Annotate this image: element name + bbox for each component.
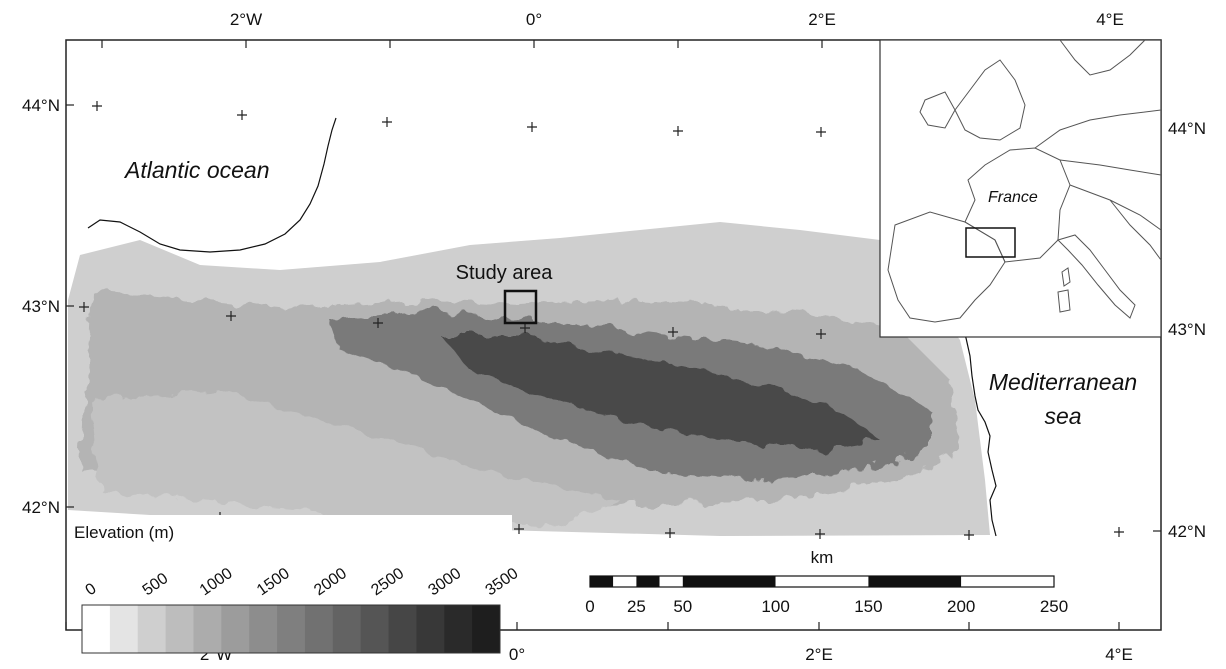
study-area-box — [503, 289, 538, 325]
legend-swatch — [416, 605, 445, 653]
mediterranean-sea-label: Mediterranean — [989, 369, 1137, 395]
right-lat-label: 44°N — [1168, 119, 1206, 138]
graticule-cross — [1114, 527, 1124, 537]
scale-bar-border — [589, 575, 1055, 588]
graticule-cross — [514, 524, 524, 534]
ebro-basin — [90, 390, 620, 525]
scale-label: 100 — [761, 597, 789, 616]
graticule-cross — [815, 529, 825, 539]
scale-unit-label: km — [811, 548, 834, 567]
graticule-cross — [665, 528, 675, 538]
graticule-cross — [92, 101, 102, 111]
scale-segment — [659, 576, 683, 587]
graticule-cross — [673, 126, 683, 136]
scale-label: 200 — [947, 597, 975, 616]
graticule-cross — [226, 311, 236, 321]
top-lon-label: 0° — [526, 10, 542, 29]
bottom-lon-label: 2°E — [805, 645, 833, 664]
graticule-cross — [373, 318, 383, 328]
scale-label: 50 — [673, 597, 692, 616]
legend-swatch — [472, 605, 501, 653]
legend-swatch — [165, 605, 194, 653]
inset-france-outline — [964, 147, 1071, 263]
inset-study-region-box — [965, 227, 1016, 258]
legend-swatch — [332, 605, 362, 653]
left-lat-label: 44°N — [22, 96, 60, 115]
scale-segments — [590, 576, 1054, 587]
graticule-cross — [816, 329, 826, 339]
inset-france-label: France — [988, 189, 1038, 206]
inset-europe-map: France — [879, 39, 1162, 338]
scale-segment — [868, 576, 962, 587]
top-lon-label: 4°E — [1096, 10, 1124, 29]
inset-scandinavia-outline — [1059, 39, 1146, 76]
graticule-cross — [520, 323, 530, 333]
inset-britain-outline — [954, 59, 1026, 141]
mediterranean-sea-label-line2: sea — [1044, 403, 1081, 429]
inset-central-europe-outline — [1034, 109, 1162, 231]
scale-segment — [682, 576, 776, 587]
scale-label: 0 — [585, 597, 594, 616]
scale-segment — [590, 576, 614, 587]
scale-label: 25 — [627, 597, 646, 616]
left-lat-label: 43°N — [22, 297, 60, 316]
bottom-lon-label: 4°E — [1105, 645, 1133, 664]
elevation-raster — [68, 222, 990, 536]
atlantic-ocean-label: Atlantic ocean — [123, 157, 269, 183]
graticule-cross — [816, 127, 826, 137]
study-area-label: Study area — [456, 262, 554, 284]
scale-bar: km 0 25 50 100 150 200 250 — [585, 548, 1068, 616]
right-lat-label: 43°N — [1168, 320, 1206, 339]
legend-swatch — [304, 605, 334, 653]
legend-swatch — [360, 605, 390, 653]
legend-swatch — [277, 605, 306, 653]
legend-swatch — [221, 605, 250, 653]
bottom-lon-label: 0° — [509, 645, 525, 664]
scale-segment — [961, 576, 1054, 587]
scale-segment — [775, 576, 869, 587]
legend-swatch — [109, 605, 139, 653]
legend-swatches — [82, 605, 501, 653]
graticule-cross — [964, 530, 974, 540]
graticule-cross — [237, 110, 247, 120]
top-lon-label: 2°E — [808, 10, 836, 29]
inset-corsica — [1061, 267, 1071, 287]
graticule-cross — [527, 122, 537, 132]
inset-italy-outline — [1057, 234, 1136, 319]
legend-swatch — [82, 605, 111, 653]
graticule-cross — [382, 117, 392, 127]
legend-swatch — [388, 605, 417, 653]
top-lon-label: 2°W — [230, 10, 262, 29]
scale-labels: 0 25 50 100 150 200 250 — [585, 597, 1068, 616]
legend-swatch — [444, 605, 473, 653]
right-lat-label: 42°N — [1168, 522, 1206, 541]
inset-balkans-outline — [1109, 199, 1162, 261]
inset-frame — [879, 39, 1162, 338]
legend-swatch — [137, 605, 167, 653]
high-peaks-relief — [440, 335, 880, 450]
scale-label: 150 — [854, 597, 882, 616]
atlantic-coastline — [87, 117, 337, 253]
graticule-cross — [79, 302, 89, 312]
graticule-cross — [668, 327, 678, 337]
scale-segment — [636, 576, 660, 587]
legend-swatch — [193, 605, 222, 653]
elevation-legend-title: Elevation (m) — [74, 523, 174, 542]
scale-segment — [613, 576, 637, 587]
inset-ireland-outline — [919, 91, 956, 129]
legend-colorbar-border — [81, 604, 501, 654]
inset-sardinia — [1057, 289, 1071, 313]
legend-swatch — [249, 605, 278, 653]
scale-label: 250 — [1040, 597, 1068, 616]
elevation-legend: Elevation (m) 0 500 1000 1500 2000 2500 3000 35… — [72, 515, 522, 654]
left-lat-label: 42°N — [22, 498, 60, 517]
